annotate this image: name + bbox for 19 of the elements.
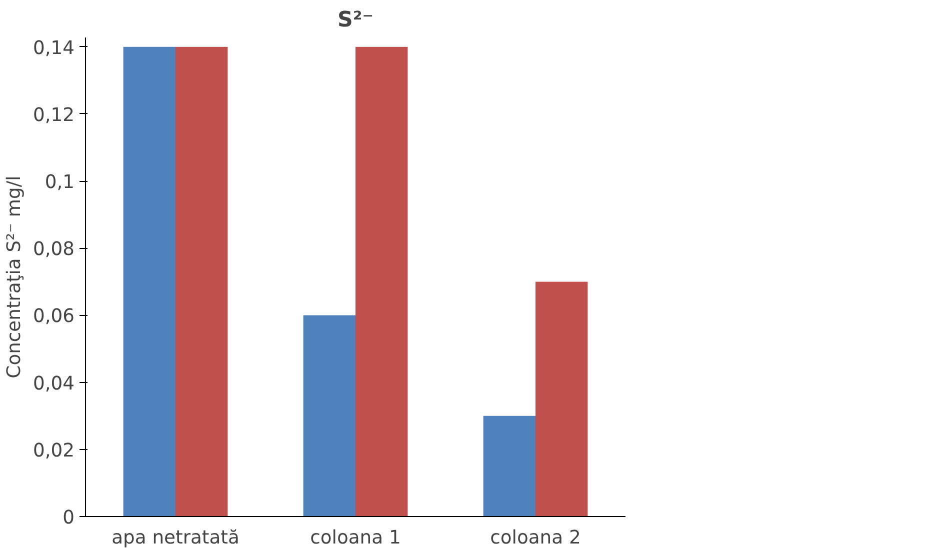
bar	[536, 282, 588, 516]
y-tick-label: 0,14	[32, 38, 75, 59]
y-tick-label: 0	[62, 508, 75, 528]
bar	[483, 416, 536, 516]
bar	[303, 315, 356, 516]
y-tick-label: 0,02	[32, 440, 75, 462]
bar	[176, 46, 228, 516]
chart-title: S²⁻	[338, 8, 374, 32]
y-tick-label: 0,08	[32, 239, 75, 260]
bar	[356, 46, 408, 516]
x-tick-label: coloana 2	[490, 528, 581, 548]
y-tick-label: 0,04	[32, 373, 75, 394]
y-tick-label: 0,1	[44, 172, 74, 194]
bar	[123, 46, 176, 516]
x-tick-label: apa netratată	[112, 528, 240, 548]
y-tick-label: 0,12	[32, 104, 75, 126]
x-tick-label: coloana 1	[310, 528, 401, 548]
y-axis-title: Concentraţia S²⁻ mg/l	[4, 176, 25, 378]
y-tick-label: 0,06	[32, 306, 75, 328]
